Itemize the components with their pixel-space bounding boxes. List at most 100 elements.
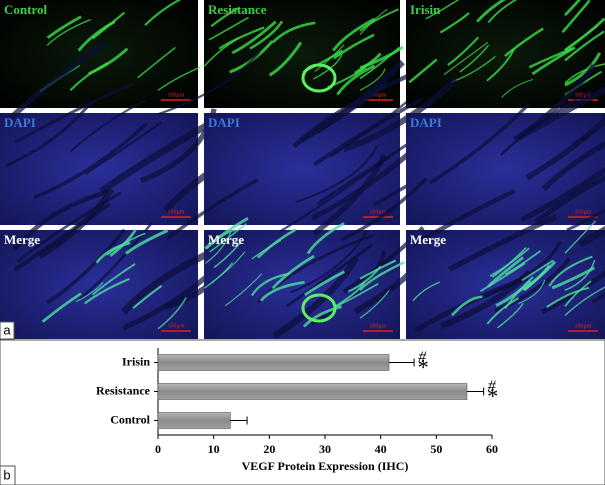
fluorescence [425,0,460,20]
fluorescence [523,264,551,292]
tissue-streak [525,115,605,181]
tissue-streak [566,208,605,232]
fluorescence [336,64,376,96]
fluorescence [75,282,104,303]
tissue-streak [534,175,605,225]
fluorescence [132,284,163,309]
fluorescence [41,292,82,323]
scale-label: 100μm [370,92,387,98]
x-axis-label: VEGF Protein Expression (IHC) [242,459,409,473]
fluorescence [211,251,246,283]
x-tick-label: 30 [319,442,331,456]
fluorescence [561,0,591,34]
tissue-streak [84,121,163,176]
fluorescence [486,48,515,82]
tissue-streak [69,99,147,153]
vessel [301,63,337,93]
fluorescence [144,0,182,26]
letter-box [0,321,15,340]
micrograph [0,0,198,108]
fluorescence [306,222,345,255]
fluorescence [46,15,82,39]
tissue-streak [46,228,126,305]
tissue-streak [13,202,111,272]
letter-box [0,465,16,485]
tissue-streak [578,225,605,248]
fluorescence [359,46,401,80]
fluorescence [491,247,527,278]
tissue-streak [340,177,428,242]
fluorescence [359,290,390,319]
fluorescence [347,265,382,293]
tissue-streak [33,121,149,200]
fluorescence [231,20,277,55]
tissue-streak [165,178,259,241]
fluorescence [408,58,438,84]
bar [157,383,468,400]
panel-label: DAPI [4,115,36,130]
fluorescence [476,0,506,23]
scale-label: 100μm [575,323,592,329]
significance-marker: * [417,355,428,380]
x-tick-label: 0 [155,442,161,456]
fluorescence [487,0,518,24]
x-tick-label: 50 [430,442,442,456]
y-tick-label: Irisin [122,354,150,368]
fluorescence [302,305,342,328]
fluorescence [213,240,243,269]
tissue-streak [540,270,605,315]
fluorescence [205,231,232,264]
tissue-streak [329,101,408,158]
tissue-streak [295,145,379,204]
fluorescence [312,54,343,80]
scale-label: 100μm [168,323,185,329]
fluorescence [546,286,590,309]
y-tick-label: Resistance [96,383,151,397]
fluorescence [224,273,263,307]
fluorescence [497,303,524,329]
scale-label: 100μm [370,209,387,215]
fluorescence [92,11,126,40]
fluorescence [480,262,526,292]
tissue-streak [541,140,605,192]
fluorescence [564,52,602,87]
fluorescence [443,41,489,76]
fluorescence [501,78,534,98]
panel-label: Control [4,2,47,17]
scale-label: 100μm [370,323,387,329]
fluorescence [450,295,483,317]
tissue-streak [520,167,605,222]
fluorescence [137,46,176,79]
fluorescence [203,37,240,67]
tissue-streak [447,214,558,272]
fluorescence [69,61,109,91]
fluorescence [157,297,187,330]
fluorescence [268,41,303,77]
fluorescence [521,259,554,282]
fluorescence [564,30,605,62]
fluorescence [505,250,541,276]
significance-marker: # [418,349,427,366]
tissue-streak [429,102,531,185]
fluorescence [250,272,290,297]
fluorescence [209,223,247,253]
fluorescence [439,12,470,34]
fluorescence [486,297,520,325]
bar [157,412,231,429]
tissue-streak [99,115,222,195]
fluorescence [204,216,249,250]
panel-label: DAPI [208,115,240,130]
fluorescence [106,232,146,256]
x-tick-label: 40 [375,442,387,456]
tissue-streak [8,41,106,121]
fluorescence [333,33,375,60]
tissue-streak [157,50,261,116]
tissue-streak [285,243,373,308]
panel-label: Irisin [410,2,441,17]
fluorescence [46,18,91,46]
fluorescence [412,281,441,302]
fluorescence [91,263,136,296]
tissue-streak [12,189,109,252]
fluorescence [84,277,130,305]
